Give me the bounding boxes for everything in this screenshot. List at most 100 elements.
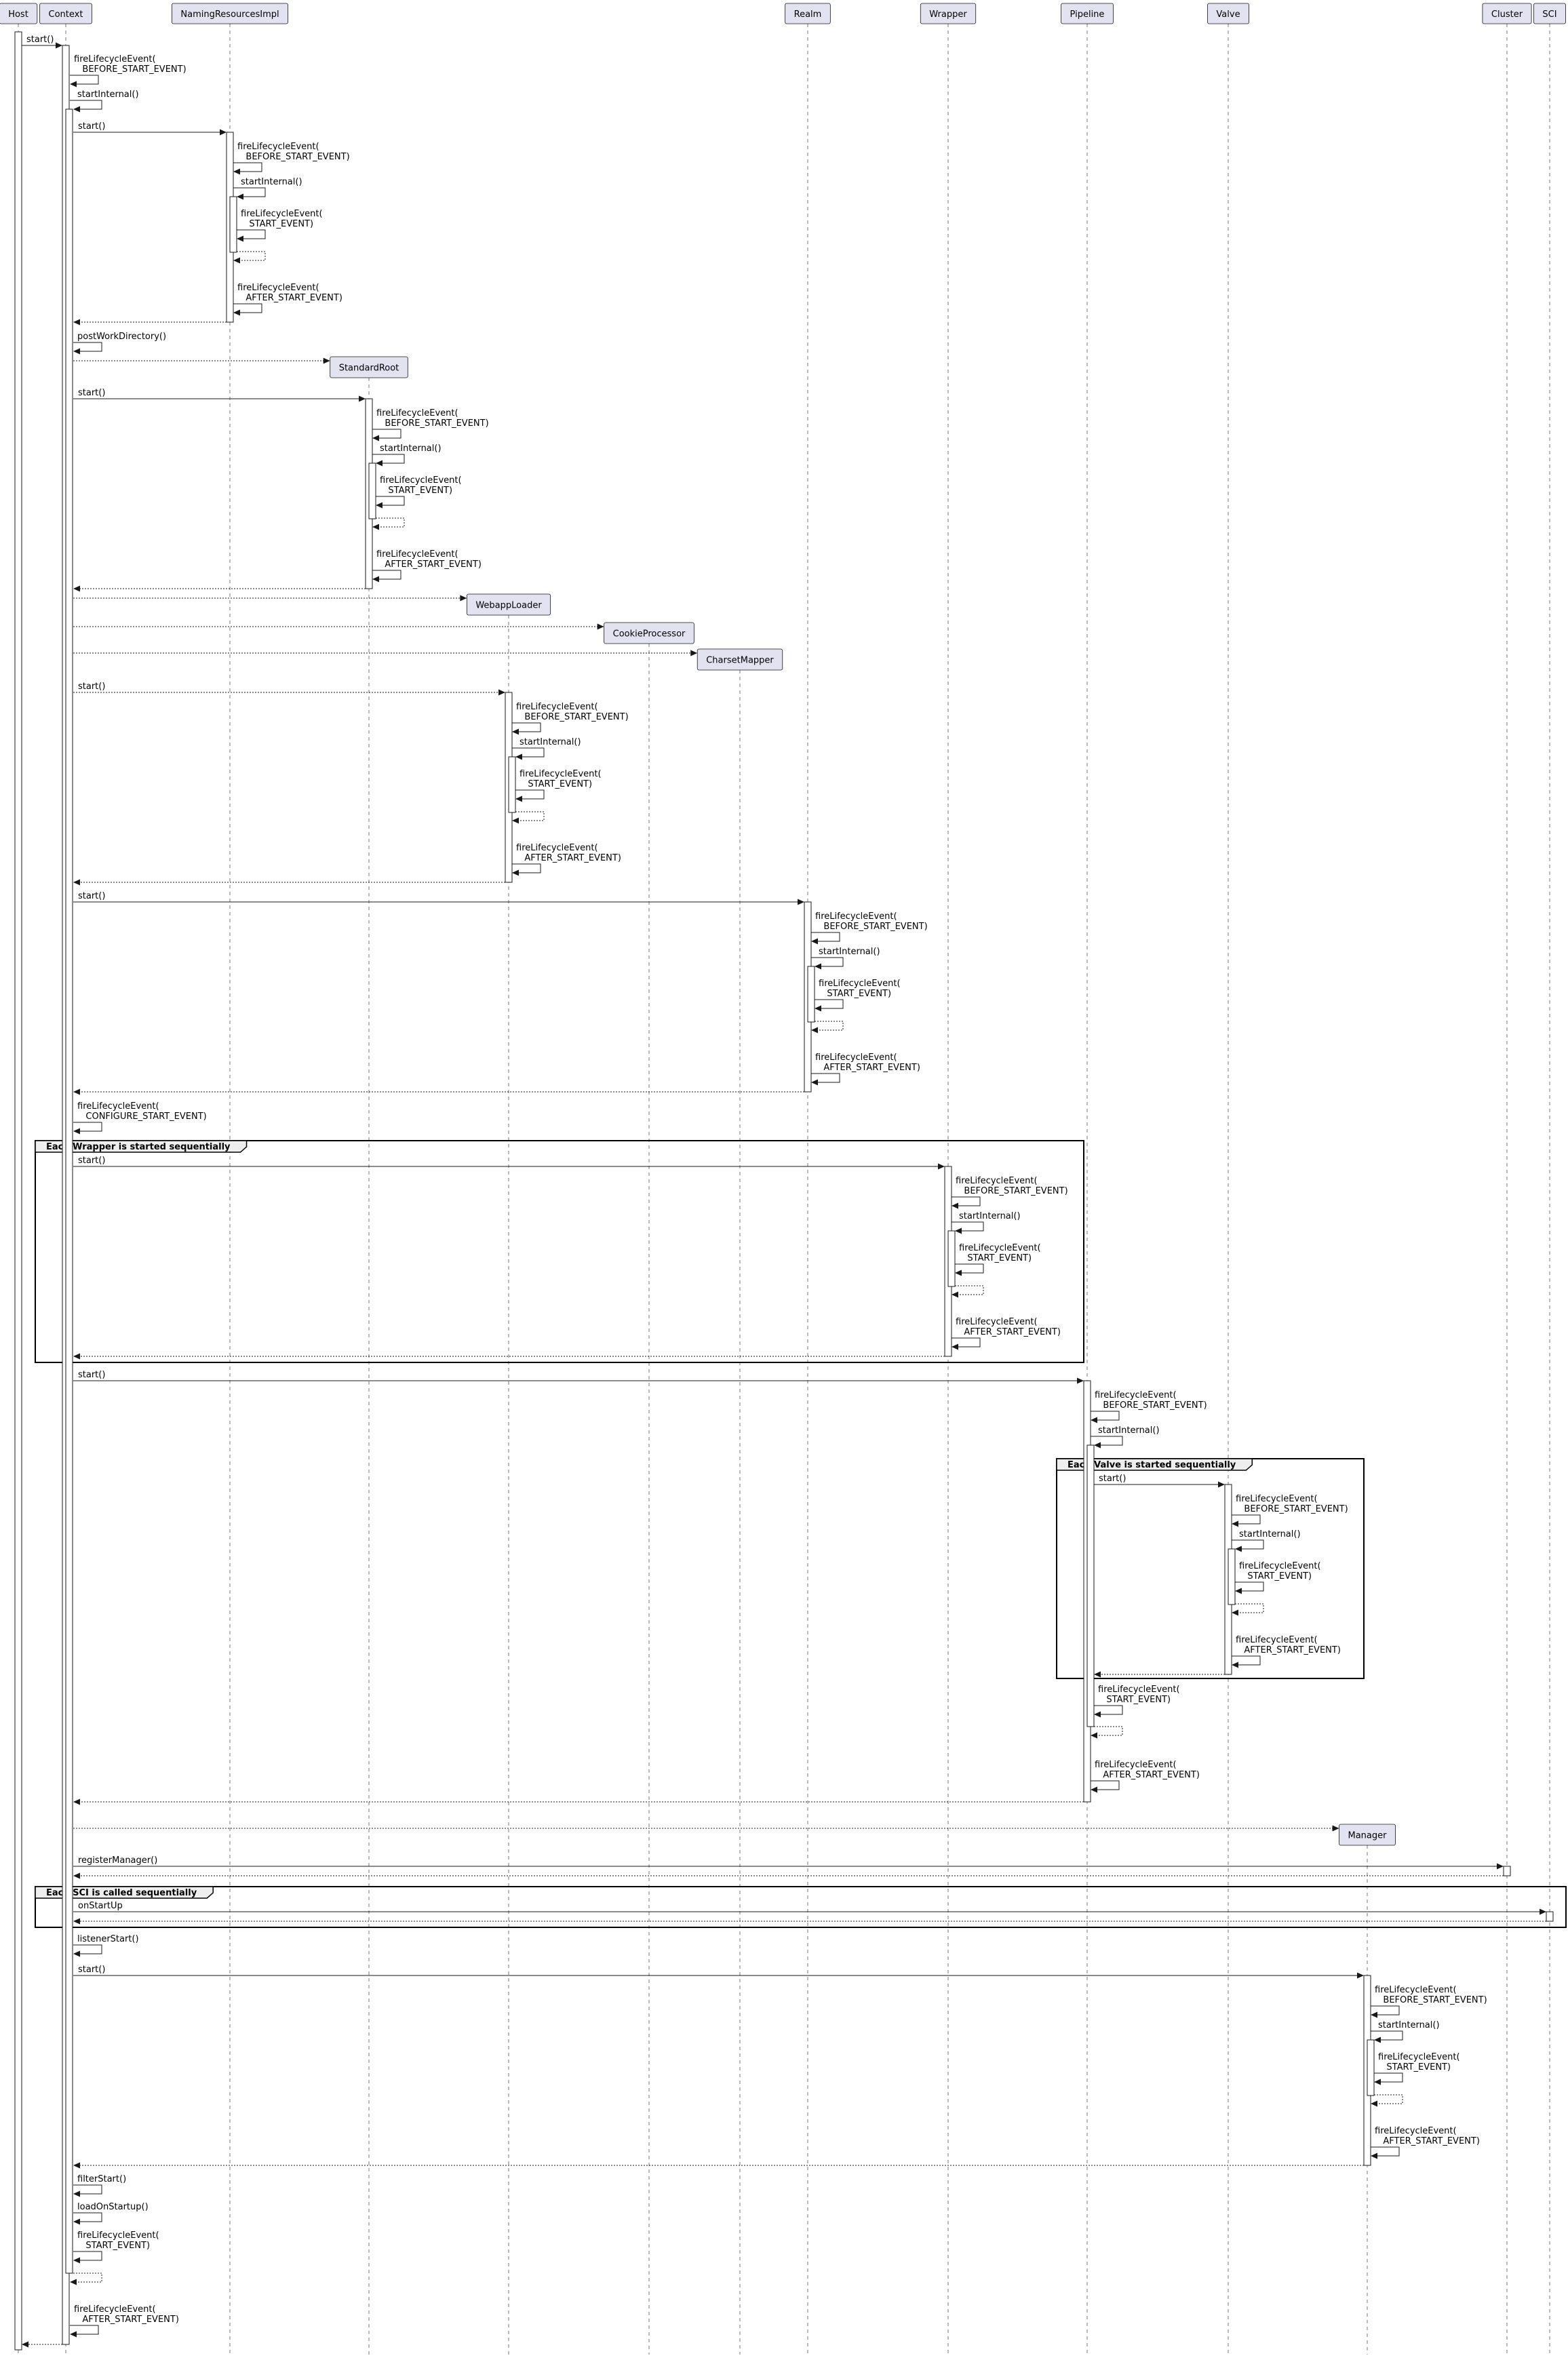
participant-name: CharsetMapper — [706, 656, 774, 666]
participant-standardroot[interactable]: StandardRoot — [330, 356, 408, 378]
arrowhead-icon — [73, 585, 80, 592]
participant-wrapper[interactable]: Wrapper — [920, 3, 977, 24]
messages: start() fireLifecycleEvent( BEFORE_START_… — [22, 35, 1546, 2348]
participant-pipeline[interactable]: Pipeline — [1061, 3, 1114, 24]
self-message-arrow — [372, 517, 405, 530]
arrowhead-icon — [1374, 2037, 1381, 2043]
self-message-arrow: fireLifecycleEvent( AFTER_START_EVENT) — [1371, 2126, 1480, 2159]
message-label: fireLifecycleEvent( AFTER_START_EVENT) — [516, 843, 621, 863]
arrowhead-icon — [323, 357, 330, 364]
participant-name: Cluster — [1491, 9, 1523, 20]
participant-webapploader[interactable]: WebappLoader — [466, 593, 551, 616]
message-label: startInternal() — [241, 177, 302, 187]
participant-context[interactable]: Context — [39, 3, 92, 24]
arrowhead-icon — [460, 595, 467, 602]
participant-manager[interactable]: Manager — [1339, 1824, 1396, 1846]
message-label: listenerStart() — [77, 1934, 139, 1944]
message-arrow — [73, 1872, 1504, 1879]
arrowhead-icon — [1332, 1825, 1339, 1832]
arrowhead-icon — [1091, 1417, 1097, 1423]
arrowhead-icon — [1371, 2011, 1377, 2018]
message-label: registerManager() — [78, 1855, 157, 1866]
arrowhead-icon — [1357, 1972, 1364, 1979]
message-arrow: start() — [73, 1370, 1084, 1384]
message-label: fireLifecycleEvent( BEFORE_START_EVENT) — [74, 54, 187, 75]
self-message-arrow: filterStart() — [73, 2174, 126, 2197]
participant-namingresourcesimpl[interactable]: NamingResourcesImpl — [171, 3, 289, 24]
message-label: start() — [78, 891, 105, 901]
activation-bar — [65, 109, 73, 2274]
message-arrow: registerManager() — [73, 1855, 1504, 1870]
self-message-arrow — [1232, 1603, 1264, 1616]
self-message-arrow: fireLifecycleEvent( BEFORE_START_EVENT) — [372, 408, 489, 441]
message-label: start() — [26, 35, 54, 45]
arrowhead-icon — [938, 1163, 945, 1170]
self-message-arrow — [1091, 1726, 1123, 1739]
participant-box — [0, 3, 38, 24]
group-tab — [35, 1886, 214, 1899]
self-message-arrow: fireLifecycleEvent( START_EVENT) — [73, 2230, 159, 2264]
message-arrow — [1094, 1671, 1225, 1678]
participant-name: Manager — [1348, 1831, 1388, 1841]
message-label: fireLifecycleEvent( AFTER_START_EVENT) — [815, 1053, 920, 1073]
message-label: start() — [78, 1370, 105, 1380]
participant-charsetmapper[interactable]: CharsetMapper — [697, 648, 783, 671]
arrowhead-icon — [359, 395, 366, 402]
message-label: fireLifecycleEvent( CONFIGURE_START_EVEN… — [77, 1101, 207, 1122]
message-label: start() — [78, 1965, 105, 1975]
arrowhead-icon — [955, 1227, 962, 1234]
arrowhead-icon — [1371, 2100, 1377, 2107]
participant-cookieprocessor[interactable]: CookieProcessor — [604, 622, 694, 644]
message-arrow: start() — [73, 682, 505, 696]
message-arrow — [22, 2341, 62, 2348]
self-message-arrow: startInternal() — [372, 444, 442, 467]
arrowhead-icon — [376, 502, 383, 509]
arrowhead-icon — [372, 524, 379, 530]
participant-box — [785, 3, 831, 24]
group-tab — [35, 1140, 248, 1153]
participant-realm[interactable]: Realm — [785, 3, 831, 24]
message-label: fireLifecycleEvent( BEFORE_START_EVENT) — [815, 911, 928, 932]
arrowhead-icon — [73, 1088, 80, 1095]
arrowhead-icon — [1235, 1588, 1242, 1594]
arrowhead-icon — [515, 753, 522, 760]
participant-sci[interactable]: SCI — [1533, 3, 1566, 24]
activation-bar — [1367, 2039, 1375, 2096]
participant-box — [1533, 3, 1566, 24]
message-label: fireLifecycleEvent( START_EVENT) — [959, 1243, 1041, 1263]
arrowhead-icon — [233, 309, 240, 316]
message-label: fireLifecycleEvent( AFTER_START_EVENT) — [1236, 1635, 1341, 1655]
message-label: startInternal() — [1239, 1529, 1301, 1539]
self-message-arrow: fireLifecycleEvent( BEFORE_START_EVENT) — [811, 911, 928, 945]
message-label: fireLifecycleEvent( START_EVENT) — [1239, 1561, 1321, 1581]
message-arrow — [73, 319, 227, 326]
participant-host[interactable]: Host — [0, 3, 38, 24]
participant-name: Pipeline — [1070, 9, 1105, 20]
message-label: fireLifecycleEvent( BEFORE_START_EVENT) — [956, 1176, 1068, 1196]
message-arrow: start() — [73, 1156, 945, 1170]
arrowhead-icon — [22, 2341, 28, 2348]
participant-cluster[interactable]: Cluster — [1482, 3, 1532, 24]
self-message-arrow — [1371, 2094, 1403, 2107]
arrowhead-icon — [70, 2279, 77, 2285]
activation-bar — [807, 966, 815, 1023]
participant-box — [171, 3, 289, 24]
message-label: fireLifecycleEvent( AFTER_START_EVENT) — [1095, 1760, 1200, 1780]
self-message-arrow: fireLifecycleEvent( AFTER_START_EVENT) — [811, 1053, 920, 1086]
participant-valve[interactable]: Valve — [1207, 3, 1249, 24]
message-label: start() — [1099, 1474, 1126, 1484]
arrowhead-icon — [73, 106, 80, 113]
arrowhead-icon — [372, 576, 379, 583]
participant-name: CookieProcessor — [613, 629, 686, 640]
self-message-arrow: fireLifecycleEvent( BEFORE_START_EVENT) — [952, 1176, 1068, 1209]
arrowhead-icon — [56, 42, 62, 49]
self-message-arrow: startInternal() — [512, 737, 581, 760]
participant-name: Wrapper — [929, 9, 967, 20]
message-label: fireLifecycleEvent( AFTER_START_EVENT) — [956, 1317, 1061, 1337]
self-message-arrow: fireLifecycleEvent( BEFORE_START_EVENT) — [1091, 1390, 1207, 1423]
arrowhead-icon — [1094, 1671, 1101, 1678]
self-message-arrow — [233, 251, 266, 264]
message-arrow — [73, 1798, 1084, 1805]
self-message-arrow: listenerStart() — [73, 1934, 139, 1957]
